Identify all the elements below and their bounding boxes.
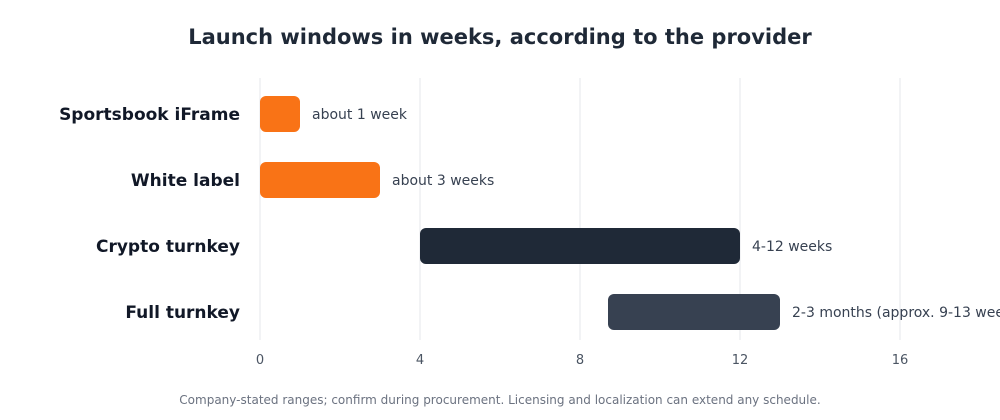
x-tick-label: 4 — [416, 353, 424, 368]
value-label: about 3 weeks — [392, 173, 494, 189]
category-labels: Sportsbook iFrame White label Crypto turnk… — [59, 105, 240, 323]
value-label: 4-12 weeks — [752, 239, 832, 255]
bar — [260, 96, 300, 132]
value-labels: about 1 week about 3 weeks 4-12 weeks 2-3 m… — [312, 107, 1000, 321]
x-tick-label: 12 — [732, 353, 749, 368]
chart-title: Launch windows in weeks, according to th… — [188, 25, 812, 49]
x-axis-ticks: 0 4 8 12 16 — [256, 353, 908, 368]
category-label: White label — [131, 171, 240, 191]
x-tick-label: 0 — [256, 353, 264, 368]
chart-footnote: Company-stated ranges; confirm during pr… — [179, 393, 820, 407]
bar — [608, 294, 780, 330]
x-tick-label: 16 — [892, 353, 909, 368]
category-label: Sportsbook iFrame — [59, 105, 240, 125]
bar — [260, 162, 380, 198]
bars — [260, 96, 780, 330]
value-label: about 1 week — [312, 107, 408, 123]
value-label: 2-3 months (approx. 9-13 weeks) — [792, 305, 1000, 321]
x-tick-label: 8 — [576, 353, 584, 368]
category-label: Crypto turnkey — [96, 237, 240, 257]
bar — [420, 228, 740, 264]
category-label: Full turnkey — [125, 303, 240, 323]
